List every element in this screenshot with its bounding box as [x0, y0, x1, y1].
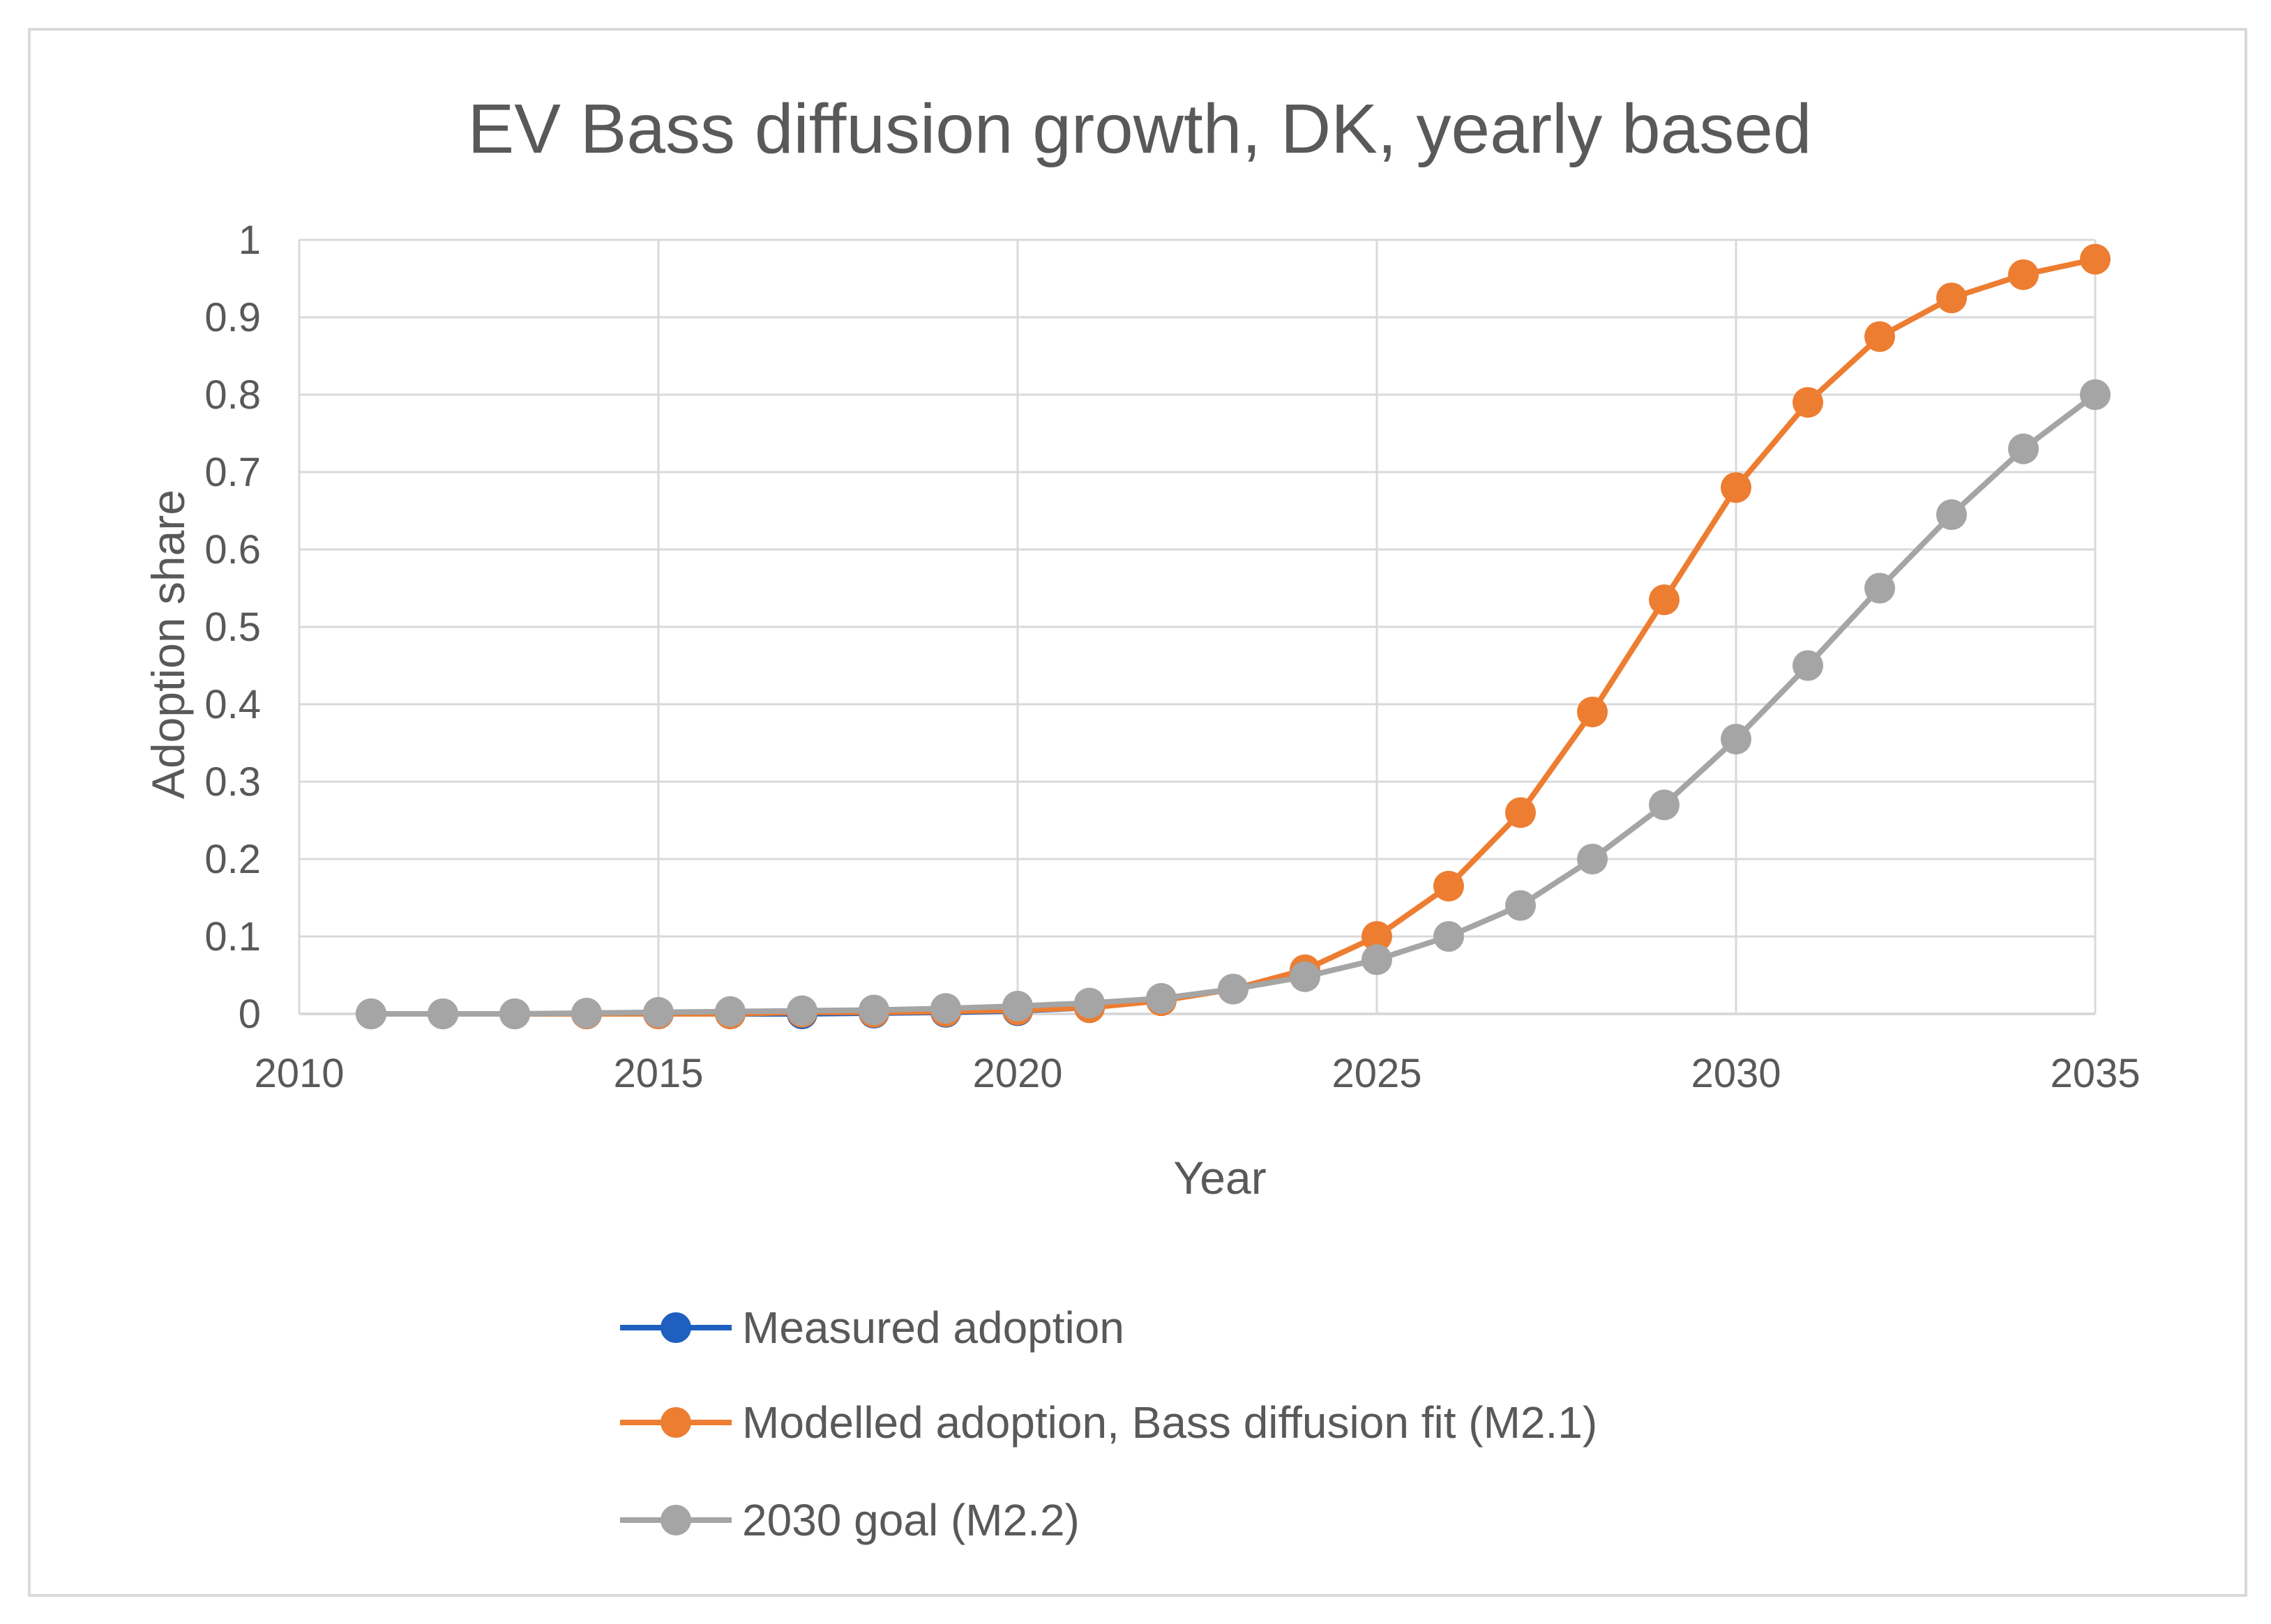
x-tick-label-4: 2030: [1691, 1051, 1781, 1096]
data-point-2-21: [1864, 572, 1895, 604]
x-tick-label-5: 2035: [2050, 1051, 2140, 1096]
x-tick-label-1: 2015: [613, 1051, 703, 1096]
data-point-2-3: [571, 997, 602, 1029]
chart-title: EV Bass diffusion growth, DK, yearly bas…: [468, 90, 1812, 168]
x-tick-label-2: 2020: [972, 1051, 1062, 1096]
legend-label-1: Modelled adoption, Bass diffusion fit (M…: [742, 1397, 1597, 1448]
series-2: [356, 379, 2111, 1029]
y-axis-title: Adoption share: [142, 490, 194, 799]
gridlines: [298, 238, 2097, 1014]
data-point-2-9: [1002, 990, 1033, 1022]
data-point-2-19: [1721, 723, 1751, 754]
data-point-1-21: [1864, 321, 1895, 352]
y-tick-label-6: 0.6: [204, 527, 261, 572]
chart-svg: 0 0.1 0.2 0.3 0.4 0.5 0.6 0.7 0.8 0.9 1 2010 2015 202…: [142, 90, 2141, 1545]
data-point-2-7: [859, 994, 889, 1026]
data-point-2-11: [1146, 982, 1177, 1014]
x-axis-title: Year: [1173, 1152, 1266, 1204]
data-point-2-8: [930, 993, 961, 1024]
data-point-2-5: [715, 996, 746, 1027]
x-tick-label-0: 2010: [254, 1051, 344, 1096]
legend-item-0: Measured adoption: [620, 1303, 1124, 1353]
legend-label-2: 2030 goal (M2.2): [742, 1495, 1080, 1545]
y-tick-label-3: 0.3: [204, 759, 261, 805]
data-point-1-23: [2008, 259, 2039, 290]
data-point-1-14: [1361, 921, 1392, 952]
legend-item-2: 2030 goal (M2.2): [620, 1495, 1080, 1545]
data-point-2-6: [787, 995, 817, 1026]
y-tick-label-9: 0.9: [204, 295, 261, 340]
data-point-2-2: [499, 999, 530, 1029]
data-point-2-12: [1218, 973, 1248, 1005]
axes: 0 0.1 0.2 0.3 0.4 0.5 0.6 0.7 0.8 0.9 1 2010 2015 202…: [204, 218, 2140, 1096]
y-tick-label-7: 0.7: [204, 450, 261, 495]
y-tick-label-1: 0.1: [204, 914, 261, 959]
data-point-2-17: [1577, 844, 1608, 874]
legend-swatch-marker-0: [661, 1312, 691, 1343]
data-point-2-15: [1433, 921, 1464, 952]
y-tick-label-2: 0.2: [204, 837, 261, 882]
y-tick-label-0: 0: [239, 992, 261, 1037]
data-point-1-24: [2080, 243, 2111, 275]
legend: Measured adoption Modelled adoption, Bass…: [620, 1303, 1597, 1545]
data-point-2-13: [1290, 961, 1320, 992]
data-point-1-17: [1577, 697, 1608, 728]
data-point-2-10: [1074, 987, 1105, 1019]
data-point-1-20: [1793, 387, 1823, 418]
y-tick-label-4: 0.4: [204, 682, 261, 727]
data-point-2-0: [356, 999, 386, 1029]
data-point-2-14: [1361, 944, 1392, 976]
data-point-1-15: [1433, 870, 1464, 902]
data-point-2-20: [1793, 650, 1823, 681]
data-point-1-18: [1649, 584, 1680, 616]
chart-frame: 0 0.1 0.2 0.3 0.4 0.5 0.6 0.7 0.8 0.9 1 2010 2015 202…: [28, 28, 2247, 1597]
series-1: [356, 243, 2111, 1029]
data-point-1-19: [1721, 472, 1751, 503]
legend-item-1: Modelled adoption, Bass diffusion fit (M…: [620, 1397, 1597, 1448]
data-point-2-23: [2008, 433, 2039, 464]
data-point-1-16: [1505, 797, 1536, 828]
data-point-2-24: [2080, 379, 2111, 410]
series-group: [356, 243, 2111, 1029]
data-point-2-22: [1936, 499, 1967, 531]
y-tick-label-5: 0.5: [204, 605, 261, 650]
legend-swatch-marker-2: [661, 1505, 691, 1535]
data-point-2-1: [428, 999, 458, 1029]
x-tick-label-3: 2025: [1331, 1051, 1421, 1096]
y-tick-label-8: 0.8: [204, 372, 261, 418]
legend-label-0: Measured adoption: [742, 1303, 1124, 1353]
data-point-2-18: [1649, 789, 1680, 821]
legend-swatch-marker-1: [661, 1407, 691, 1438]
data-point-1-22: [1936, 282, 1967, 314]
data-point-2-4: [643, 996, 674, 1028]
data-point-2-16: [1505, 890, 1536, 921]
y-tick-label-10: 1: [239, 218, 261, 263]
labels: EV Bass diffusion growth, DK, yearly bas…: [142, 90, 1811, 1204]
